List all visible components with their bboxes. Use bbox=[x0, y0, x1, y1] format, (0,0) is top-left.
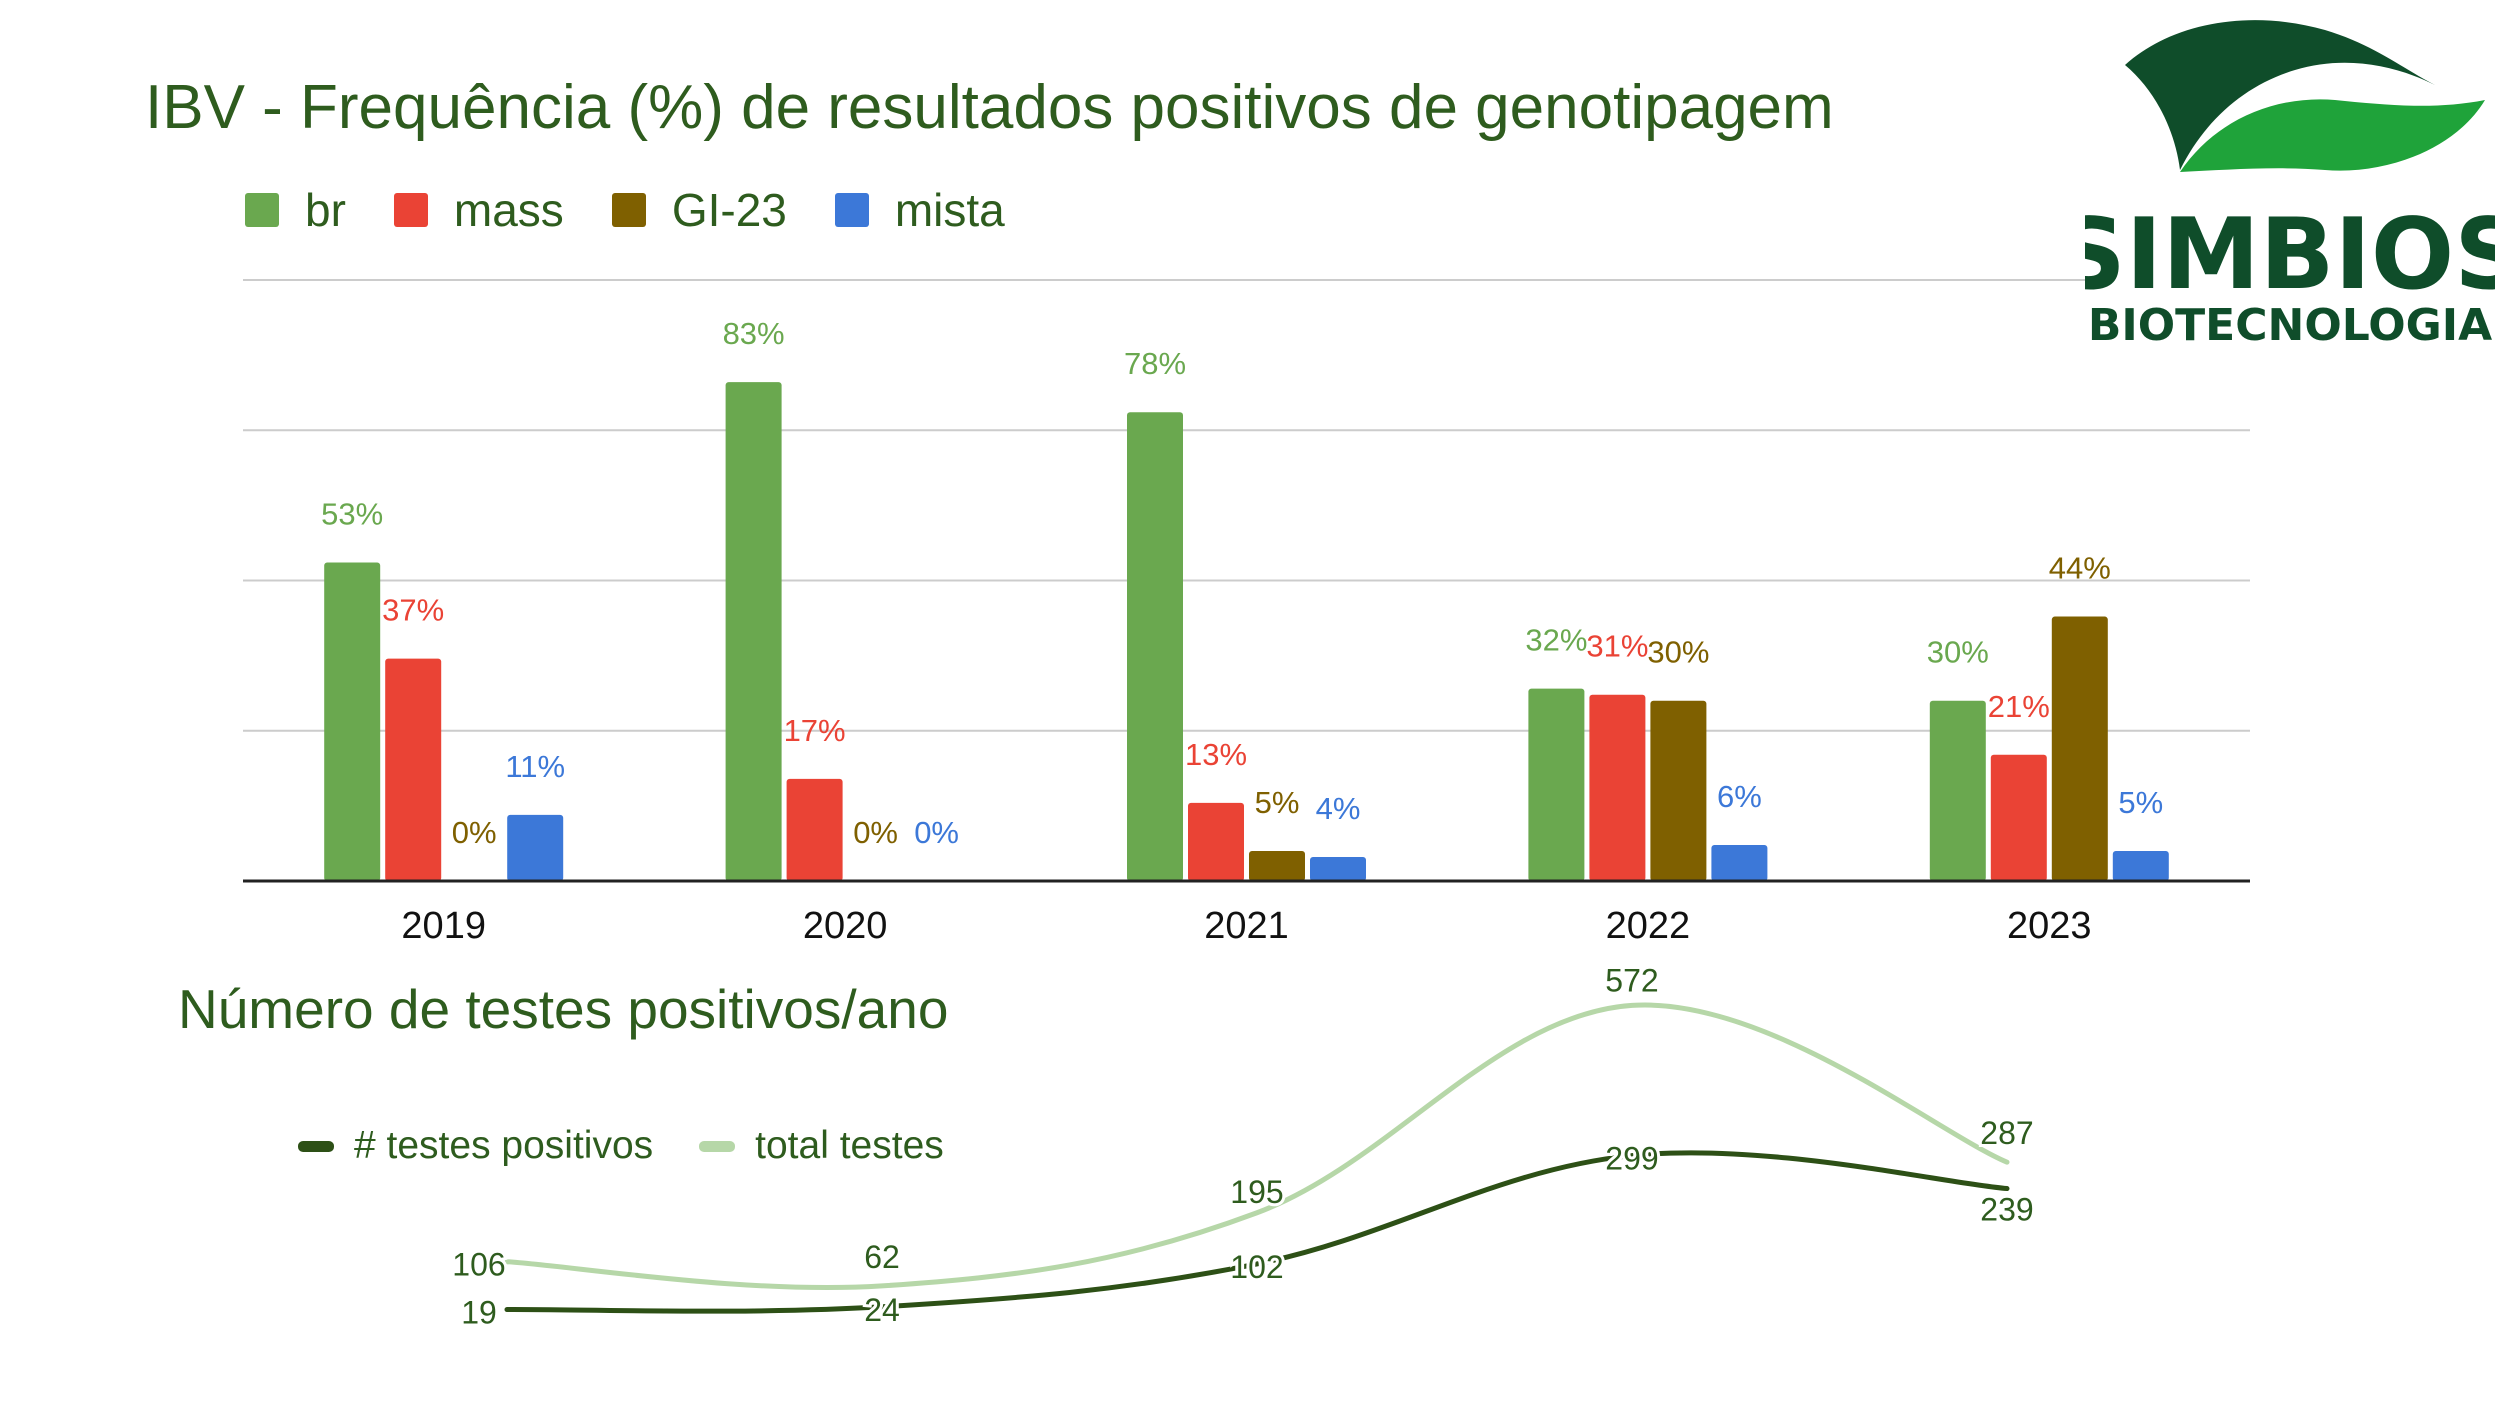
bar-br-2022 bbox=[1528, 688, 1585, 881]
data-label-gi23-2023: 44% bbox=[2049, 551, 2111, 586]
legend-label-mass: mass bbox=[453, 184, 564, 236]
line-label-positivos-2022: 299 bbox=[1605, 1141, 1658, 1177]
line-chart-title: Número de testes positivos/ano bbox=[178, 978, 949, 1040]
data-label-mass-2019: 37% bbox=[382, 593, 444, 628]
bar-mass-2022 bbox=[1589, 694, 1646, 881]
data-label-gi23-2020: 0% bbox=[853, 815, 898, 850]
bar-mista-2019 bbox=[507, 814, 564, 881]
logo-wordmark: SIMBIOS bbox=[2085, 198, 2495, 312]
line-label-positivos-2020: 24 bbox=[864, 1292, 900, 1328]
legend-line-positivos bbox=[298, 1140, 334, 1152]
data-label-mista-2022: 6% bbox=[1717, 779, 1762, 814]
simbios-logo: SIMBIOS BIOTECNOLOGIA bbox=[2085, 20, 2495, 351]
x-tick-2021: 2021 bbox=[1204, 905, 1289, 947]
line-label-positivos-2019: 19 bbox=[461, 1295, 497, 1331]
line-label-total-2022: 572 bbox=[1605, 962, 1658, 998]
x-tick-2023: 2023 bbox=[2007, 905, 2092, 947]
x-tick-2022: 2022 bbox=[1606, 905, 1691, 947]
bar-legend: br mass GI-23 mista bbox=[245, 183, 1053, 237]
bar-gi23-2023 bbox=[2051, 616, 2108, 881]
line-positivos bbox=[504, 1150, 2010, 1314]
line-label-total-2021: 195 bbox=[1230, 1174, 1283, 1210]
bar-mass-2020 bbox=[786, 778, 843, 881]
legend-swatch-gi23 bbox=[611, 193, 646, 227]
x-tick-2020: 2020 bbox=[803, 905, 888, 947]
data-label-gi23-2022: 30% bbox=[1647, 635, 1709, 670]
bar-mista-2021 bbox=[1310, 856, 1366, 881]
legend-label-positivos: # testes positivos bbox=[354, 1124, 654, 1167]
bar-mass-2021 bbox=[1188, 802, 1244, 881]
bar-mass-2019 bbox=[385, 658, 442, 881]
bar-br-2020 bbox=[725, 382, 782, 881]
legend-item-br: br bbox=[245, 183, 346, 237]
data-label-br-2022: 32% bbox=[1525, 623, 1587, 658]
legend-item-gi23: GI-23 bbox=[611, 183, 787, 237]
legend-swatch-br bbox=[245, 193, 279, 227]
line-label-total-2020: 62 bbox=[864, 1239, 900, 1275]
bar-br-2021 bbox=[1127, 412, 1183, 881]
legend-item-mista: mista bbox=[834, 183, 1005, 237]
data-label-br-2020: 83% bbox=[723, 316, 785, 351]
logo-swoosh-dark bbox=[2125, 20, 2435, 171]
data-label-mista-2019: 11% bbox=[505, 749, 565, 784]
legend-label-total: total testes bbox=[755, 1124, 944, 1167]
data-label-gi23-2021: 5% bbox=[1255, 785, 1300, 820]
data-label-mista-2023: 5% bbox=[2118, 785, 2163, 820]
data-label-gi23-2019: 0% bbox=[452, 815, 497, 850]
data-label-br-2019: 53% bbox=[321, 496, 383, 531]
line-label-positivos-2021: 102 bbox=[1230, 1249, 1283, 1285]
data-label-mass-2020: 17% bbox=[784, 713, 846, 748]
legend-label-br: br bbox=[305, 184, 346, 236]
x-tick-2019: 2019 bbox=[401, 905, 486, 947]
legend-swatch-mass bbox=[393, 193, 428, 227]
line-legend: # testes positivos total testes bbox=[298, 1124, 990, 1168]
legend-label-mista: mista bbox=[894, 184, 1005, 236]
logo-swoosh-light bbox=[2180, 99, 2485, 172]
data-label-mass-2023: 21% bbox=[1988, 689, 2050, 724]
data-label-br-2021: 78% bbox=[1124, 346, 1186, 381]
legend-item-total: total testes bbox=[699, 1124, 944, 1168]
legend-label-gi23: GI-23 bbox=[671, 184, 787, 236]
logo-tagline: BIOTECNOLOGIA bbox=[2088, 300, 2492, 351]
legend-item-mass: mass bbox=[393, 183, 564, 237]
bar-br-2023 bbox=[1929, 700, 1986, 881]
line-label-total-2023: 287 bbox=[1980, 1115, 2033, 1151]
line-total bbox=[504, 1002, 2010, 1291]
bar-gi23-2022 bbox=[1650, 700, 1707, 881]
data-label-mista-2021: 4% bbox=[1316, 791, 1361, 826]
data-label-mass-2021: 13% bbox=[1185, 737, 1247, 772]
data-label-br-2023: 30% bbox=[1927, 635, 1989, 670]
line-label-positivos-2023: 239 bbox=[1980, 1192, 2033, 1228]
data-label-mista-2020: 0% bbox=[914, 815, 959, 850]
legend-swatch-mista bbox=[834, 193, 869, 227]
bar-gi23-2021 bbox=[1249, 850, 1305, 881]
legend-item-positivos: # testes positivos bbox=[298, 1124, 653, 1168]
line-label-total-2019: 106 bbox=[452, 1247, 505, 1283]
bar-br-2019 bbox=[324, 562, 381, 881]
bar-mass-2023 bbox=[1990, 754, 2047, 881]
bar-mista-2023 bbox=[2112, 850, 2169, 881]
data-label-mass-2022: 31% bbox=[1586, 629, 1648, 664]
chart-title: IBV - Frequência (%) de resultados posit… bbox=[145, 73, 1834, 142]
bar-mista-2022 bbox=[1711, 844, 1768, 881]
legend-line-total bbox=[699, 1140, 736, 1152]
